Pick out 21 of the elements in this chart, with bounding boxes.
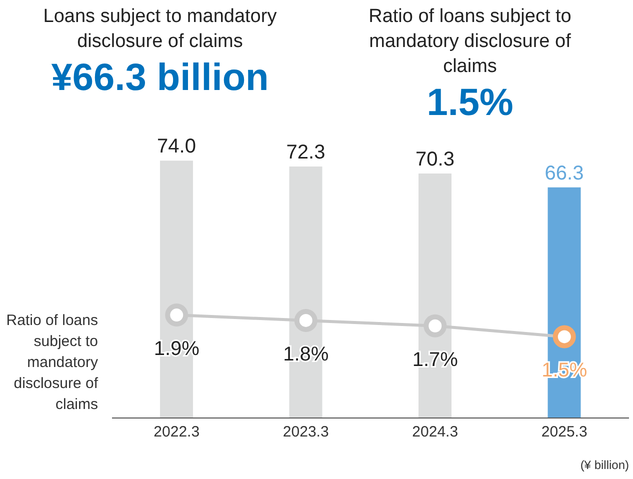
x-tick-label: 2024.3 <box>412 424 458 441</box>
text: Ratio of loans subject to mandatory disclosure of claims <box>5 311 98 416</box>
data-label: 1.7% <box>412 348 458 371</box>
text: Ratio of loans subject to mandatory disclosure of claims <box>368 5 572 79</box>
text: (¥ billion) <box>580 458 629 472</box>
x-tick-label: 2023.3 <box>282 424 329 441</box>
text: ¥66.3 billion <box>50 56 270 101</box>
point <box>552 325 576 348</box>
text: 1.5% <box>426 81 514 126</box>
data-label: 1.9% <box>154 338 200 360</box>
point <box>165 304 188 327</box>
data-label: 70.3 <box>416 148 454 170</box>
data-label: 1.8% <box>283 343 329 366</box>
point <box>294 308 318 332</box>
data-label: 66.3 <box>544 162 584 184</box>
x-tick-label: 2025.3 <box>541 424 588 441</box>
x-tick-label: 2022.3 <box>154 424 200 441</box>
data-label: 72.3 <box>286 142 326 164</box>
data-label: 74.0 <box>157 136 196 158</box>
point <box>424 314 447 338</box>
text: Loans subject to mandatory disclosure of claims <box>42 5 278 54</box>
